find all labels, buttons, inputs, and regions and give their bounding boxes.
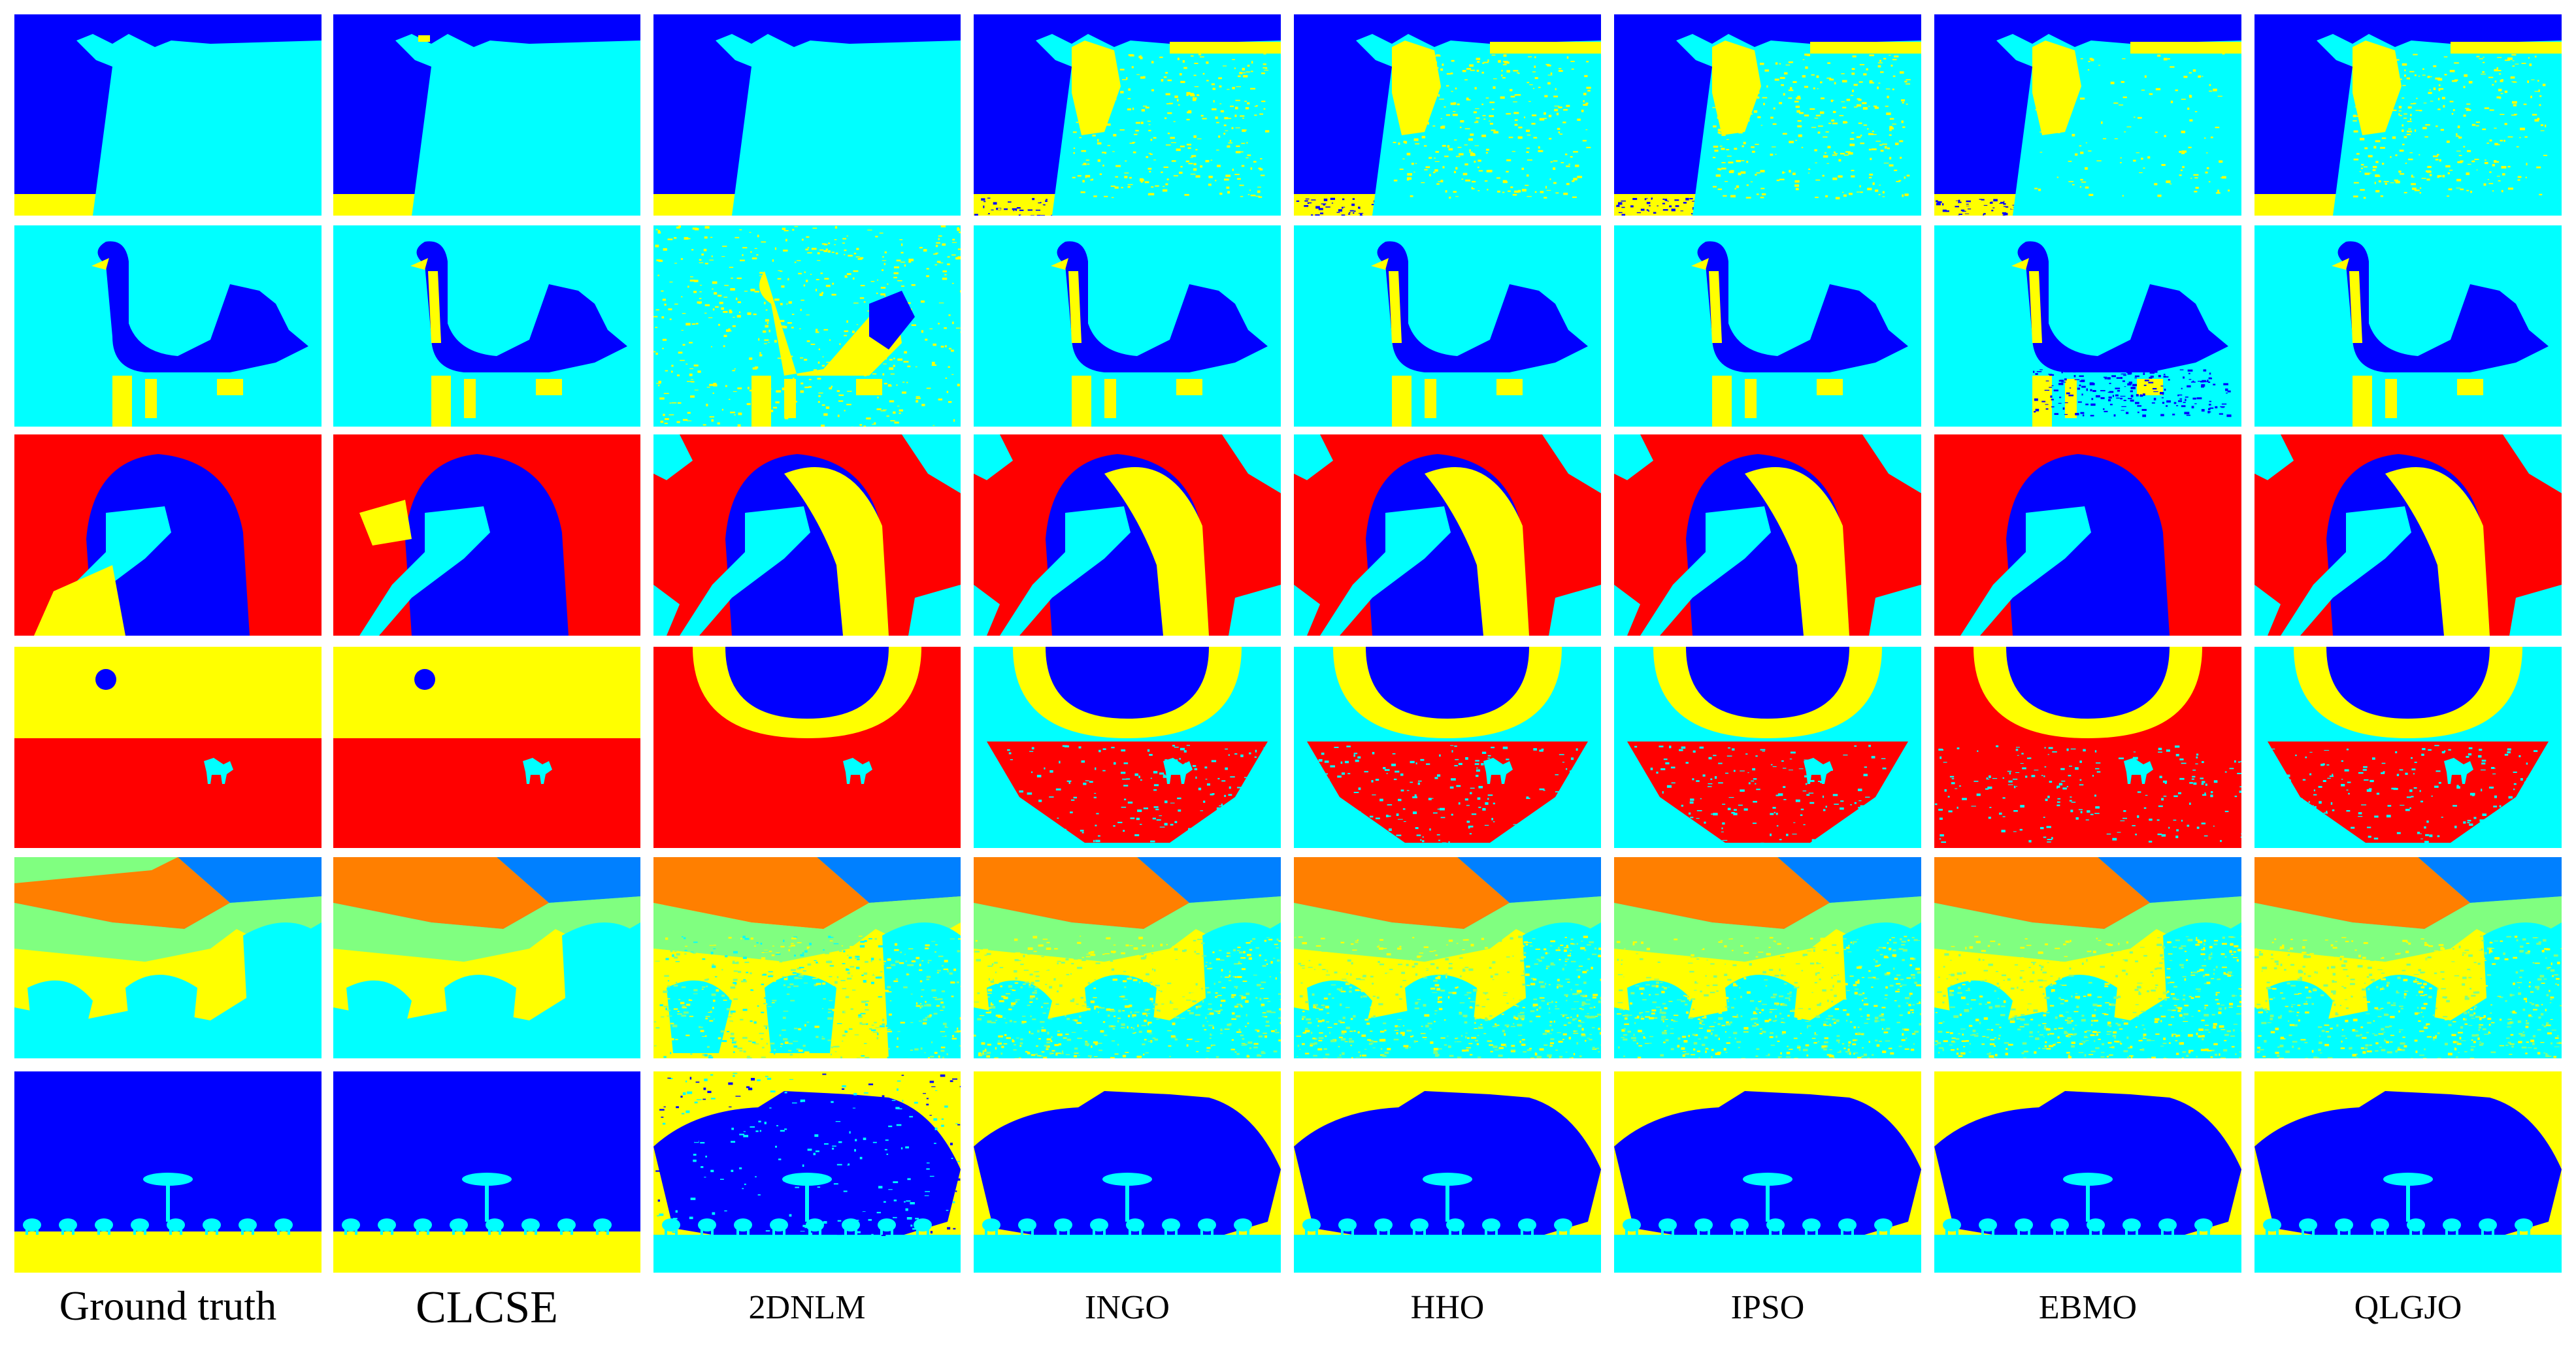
swan-2dnlm-image — [653, 225, 961, 427]
column-label-ebmo: EBMO — [2038, 1289, 2138, 1326]
bird-head-ebmo-image — [1934, 434, 2241, 636]
swan-hho-image — [1294, 225, 1601, 427]
savanna-qlgjo-image — [2254, 1071, 2562, 1273]
sunset-camel-ground-truth-image — [14, 647, 322, 848]
savanna-ebmo-image — [1934, 1071, 2241, 1273]
bird-head-2dnlm-image — [653, 434, 961, 636]
mountain-ebmo-image — [1934, 857, 2241, 1058]
cow-ebmo-image — [1934, 14, 2241, 216]
sunset-camel-2dnlm-image — [653, 647, 961, 848]
bird-head-ground-truth-image — [14, 434, 322, 636]
mountain-hho-image — [1294, 857, 1601, 1058]
cow-ground-truth-image — [14, 14, 322, 216]
cow-qlgjo-image — [2254, 14, 2562, 216]
bird-head-clcse-image — [333, 434, 640, 636]
mountain-clcse-image — [333, 857, 640, 1058]
bird-head-ingo-image — [974, 434, 1281, 636]
bird-head-ipso-image — [1614, 434, 1921, 636]
savanna-clcse-image — [333, 1071, 640, 1273]
cow-ipso-image — [1614, 14, 1921, 216]
savanna-2dnlm-image — [653, 1071, 961, 1273]
column-label-qlgjo: QLGJO — [2354, 1289, 2462, 1326]
savanna-ipso-image — [1614, 1071, 1921, 1273]
sunset-camel-qlgjo-image — [2254, 647, 2562, 848]
swan-ingo-image — [974, 225, 1281, 427]
mountain-ingo-image — [974, 857, 1281, 1058]
column-label-ingo: INGO — [1085, 1289, 1170, 1326]
column-label-2dnlm: 2DNLM — [748, 1289, 866, 1326]
swan-ground-truth-image — [14, 225, 322, 427]
cow-2dnlm-image — [653, 14, 961, 216]
column-label-ground-truth: Ground truth — [59, 1282, 277, 1329]
swan-qlgjo-image — [2254, 225, 2562, 427]
mountain-2dnlm-image — [653, 857, 961, 1058]
bird-head-hho-image — [1294, 434, 1601, 636]
cow-hho-image — [1294, 14, 1601, 216]
savanna-ingo-image — [974, 1071, 1281, 1273]
mountain-ipso-image — [1614, 857, 1921, 1058]
sunset-camel-ingo-image — [974, 647, 1281, 848]
savanna-hho-image — [1294, 1071, 1601, 1273]
sunset-camel-clcse-image — [333, 647, 640, 848]
column-label-ipso: IPSO — [1730, 1289, 1805, 1326]
mountain-qlgjo-image — [2254, 857, 2562, 1058]
column-label-hho: HHO — [1410, 1289, 1485, 1326]
swan-ipso-image — [1614, 225, 1921, 427]
bird-head-qlgjo-image — [2254, 434, 2562, 636]
column-label-clcse: CLCSE — [416, 1282, 558, 1333]
sunset-camel-ebmo-image — [1934, 647, 2241, 848]
swan-clcse-image — [333, 225, 640, 427]
cow-ingo-image — [974, 14, 1281, 216]
savanna-ground-truth-image — [14, 1071, 322, 1273]
sunset-camel-ipso-image — [1614, 647, 1921, 848]
mountain-ground-truth-image — [14, 857, 322, 1058]
swan-ebmo-image — [1934, 225, 2241, 427]
cow-clcse-image — [333, 14, 640, 216]
sunset-camel-hho-image — [1294, 647, 1601, 848]
